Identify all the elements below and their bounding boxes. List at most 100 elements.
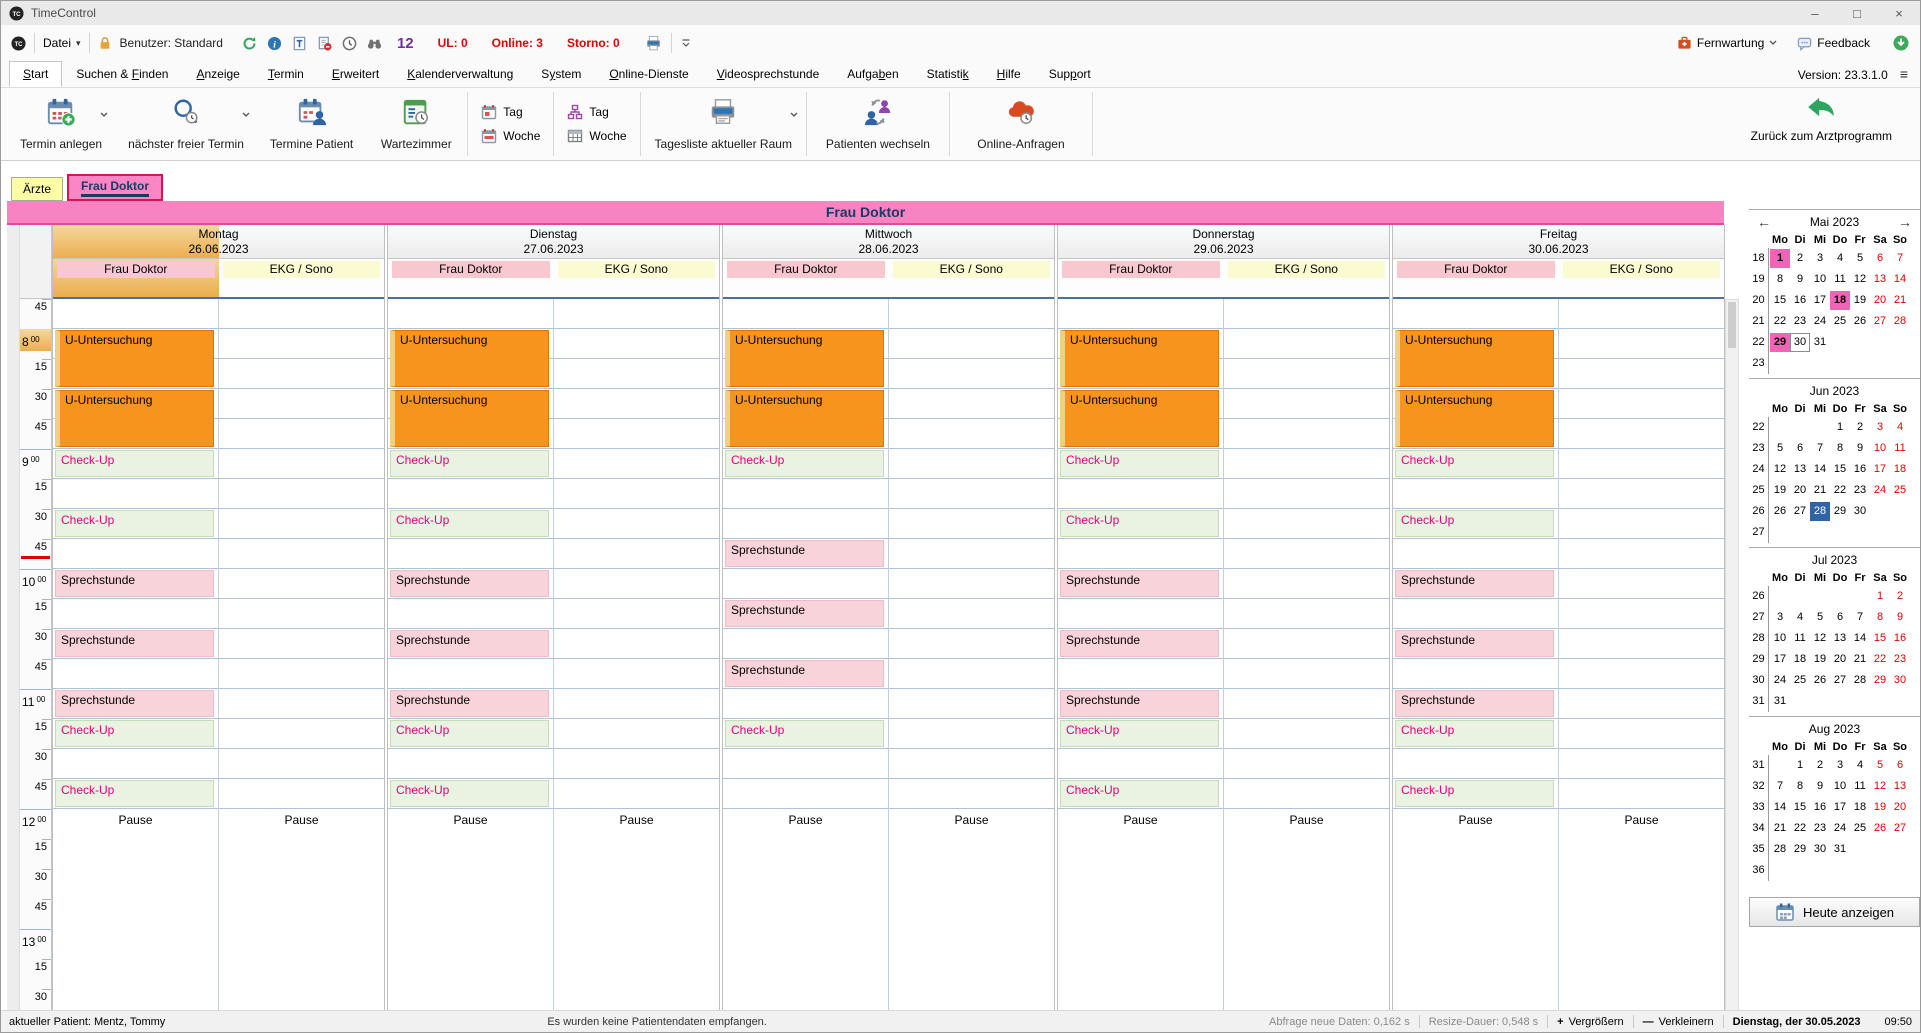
minical-day-17[interactable]: 17 xyxy=(1773,653,1787,665)
minical-day-14[interactable]: 14 xyxy=(1813,463,1827,475)
appointment-check-up[interactable]: Check-Up xyxy=(1395,510,1554,537)
minical-day-14[interactable]: 14 xyxy=(1773,801,1787,813)
minical-day-4[interactable]: 4 xyxy=(1856,759,1864,771)
minical-day-13[interactable]: 13 xyxy=(1893,780,1907,792)
minical-day-24[interactable]: 24 xyxy=(1833,822,1847,834)
minical-day-7[interactable]: 7 xyxy=(1816,442,1824,454)
appointment-sprechstunde[interactable]: Sprechstunde xyxy=(725,540,884,567)
appointment-pause[interactable]: Pause xyxy=(554,810,719,1015)
datei-menu-button[interactable]: Datei ▾ xyxy=(43,36,81,50)
appointment-check-up[interactable]: Check-Up xyxy=(1395,450,1554,477)
minical-next-icon[interactable]: → xyxy=(1898,214,1912,230)
appointment-check-up[interactable]: Check-Up xyxy=(55,450,214,477)
doctor-column-dienstag[interactable]: U-Untersuchung U-Untersuchung Check-Up Chec… xyxy=(388,299,554,1015)
minical-day-11[interactable]: 11 xyxy=(1834,273,1846,285)
minical-day-29[interactable]: 29 xyxy=(1770,333,1790,352)
appointment-u-untersuchung[interactable]: U-Untersuchung xyxy=(1060,390,1219,447)
appointment-check-up[interactable]: Check-Up xyxy=(1395,720,1554,747)
ekg-column-freitag[interactable]: Pause xyxy=(1559,299,1724,1015)
ekg-column-dienstag[interactable]: Pause xyxy=(554,299,719,1015)
appointment-check-up[interactable]: Check-Up xyxy=(55,780,214,807)
menu-item-system[interactable]: System xyxy=(541,67,582,81)
minical-day-29[interactable]: 29 xyxy=(1833,505,1847,517)
minical-day-7[interactable]: 7 xyxy=(1896,252,1904,264)
print-button[interactable] xyxy=(644,34,663,53)
menu-item-hilfe[interactable]: Hilfe xyxy=(996,67,1021,81)
minical-day-28[interactable]: 28 xyxy=(1773,843,1787,855)
appointment-pause[interactable]: Pause xyxy=(53,810,218,1015)
ribbon-wartezimmer-button[interactable]: Wartezimmer xyxy=(366,88,466,160)
minical-day-12[interactable]: 12 xyxy=(1773,463,1787,475)
minical-day-17[interactable]: 17 xyxy=(1833,801,1847,813)
minical-day-30[interactable]: 30 xyxy=(1853,505,1867,517)
minical-day-9[interactable]: 9 xyxy=(1856,442,1864,454)
minical-day-28[interactable]: 28 xyxy=(1810,502,1830,521)
minical-day-20[interactable]: 20 xyxy=(1893,801,1907,813)
minical-day-12[interactable]: 12 xyxy=(1873,780,1887,792)
minical-day-16[interactable]: 16 xyxy=(1853,463,1867,475)
appointment-pause[interactable]: Pause xyxy=(1559,810,1724,1015)
minical-day-13[interactable]: 13 xyxy=(1833,632,1847,644)
appointment-sprechstunde[interactable]: Sprechstunde xyxy=(390,630,549,657)
minical-day-15[interactable]: 15 xyxy=(1873,632,1887,644)
minical-day-8[interactable]: 8 xyxy=(1776,273,1784,285)
minical-day-30[interactable]: 30 xyxy=(1893,674,1907,686)
minical-day-23[interactable]: 23 xyxy=(1793,315,1807,327)
minical-day-15[interactable]: 15 xyxy=(1793,801,1807,813)
appointment-pause[interactable]: Pause xyxy=(1224,810,1389,1015)
menu-item-support[interactable]: Support xyxy=(1048,67,1091,81)
ribbon-online-anfragen-button[interactable]: Online-Anfragen xyxy=(951,88,1091,160)
minical-day-2[interactable]: 2 xyxy=(1816,759,1824,771)
appointment-u-untersuchung[interactable]: U-Untersuchung xyxy=(1395,330,1554,387)
menu-item-online-dienste[interactable]: Online-Dienste xyxy=(609,67,689,81)
appointment-u-untersuchung[interactable]: U-Untersuchung xyxy=(1060,330,1219,387)
minical-day-10[interactable]: 10 xyxy=(1773,632,1787,644)
minical-day-4[interactable]: 4 xyxy=(1796,611,1804,623)
minical-day-19[interactable]: 19 xyxy=(1853,294,1867,306)
minical-day-25[interactable]: 25 xyxy=(1853,822,1867,834)
appointment-u-untersuchung[interactable]: U-Untersuchung xyxy=(725,390,884,447)
minical-day-19[interactable]: 19 xyxy=(1773,484,1787,496)
ribbon-tagesliste-aktueller-raum-button[interactable]: Tagesliste aktueller Raum xyxy=(642,88,805,160)
subcolumn-header-ekg-sono[interactable]: EKG / Sono xyxy=(1562,261,1720,278)
minical-day-19[interactable]: 19 xyxy=(1873,801,1887,813)
appointment-pause[interactable]: Pause xyxy=(219,810,384,1015)
appointment-sprechstunde[interactable]: Sprechstunde xyxy=(1060,630,1219,657)
minical-day-31[interactable]: 31 xyxy=(1813,336,1827,348)
minical-day-11[interactable]: 11 xyxy=(1894,442,1906,454)
minical-day-14[interactable]: 14 xyxy=(1853,632,1867,644)
minical-day-13[interactable]: 13 xyxy=(1873,273,1887,285)
appointment-sprechstunde[interactable]: Sprechstunde xyxy=(55,690,214,717)
download-button[interactable] xyxy=(1892,34,1910,52)
minical-day-25[interactable]: 25 xyxy=(1893,484,1907,496)
tab-frau-doktor[interactable]: Frau Doktor xyxy=(67,174,164,201)
menu-overflow-icon[interactable]: ≡ xyxy=(1899,66,1908,82)
ekg-column-mittwoch[interactable]: Pause xyxy=(889,299,1054,1015)
appointment-pause[interactable]: Pause xyxy=(1058,810,1223,1015)
minical-day-20[interactable]: 20 xyxy=(1873,294,1887,306)
ribbon-room-week-button[interactable]: Woche xyxy=(567,128,627,144)
minical-day-15[interactable]: 15 xyxy=(1773,294,1787,306)
ekg-column-donnerstag[interactable]: Pause xyxy=(1224,299,1389,1015)
minical-day-31[interactable]: 31 xyxy=(1773,695,1787,707)
minical-day-6[interactable]: 6 xyxy=(1896,759,1904,771)
minical-day-2[interactable]: 2 xyxy=(1896,590,1904,602)
minical-day-1[interactable]: 1 xyxy=(1770,249,1790,268)
feedback-button[interactable]: Feedback xyxy=(1797,36,1870,51)
minical-day-27[interactable]: 27 xyxy=(1793,505,1807,517)
appointment-check-up[interactable]: Check-Up xyxy=(1060,720,1219,747)
minical-day-12[interactable]: 12 xyxy=(1813,632,1827,644)
storno-document-button[interactable] xyxy=(316,35,333,52)
minical-day-26[interactable]: 26 xyxy=(1773,505,1787,517)
minical-day-19[interactable]: 19 xyxy=(1813,653,1827,665)
minical-day-20[interactable]: 20 xyxy=(1833,653,1847,665)
appointment-pause[interactable]: Pause xyxy=(889,810,1054,1015)
subcolumn-header-frau-doktor[interactable]: Frau Doktor xyxy=(392,261,550,278)
vertical-scrollbar[interactable] xyxy=(1725,299,1739,1015)
minical-day-21[interactable]: 21 xyxy=(1813,484,1827,496)
appointment-check-up[interactable]: Check-Up xyxy=(1395,780,1554,807)
minical-day-22[interactable]: 22 xyxy=(1773,315,1787,327)
appointment-pause[interactable]: Pause xyxy=(388,810,553,1015)
day-header-montag[interactable]: Montag 26.06.2023 xyxy=(53,225,384,259)
appointment-sprechstunde[interactable]: Sprechstunde xyxy=(55,630,214,657)
